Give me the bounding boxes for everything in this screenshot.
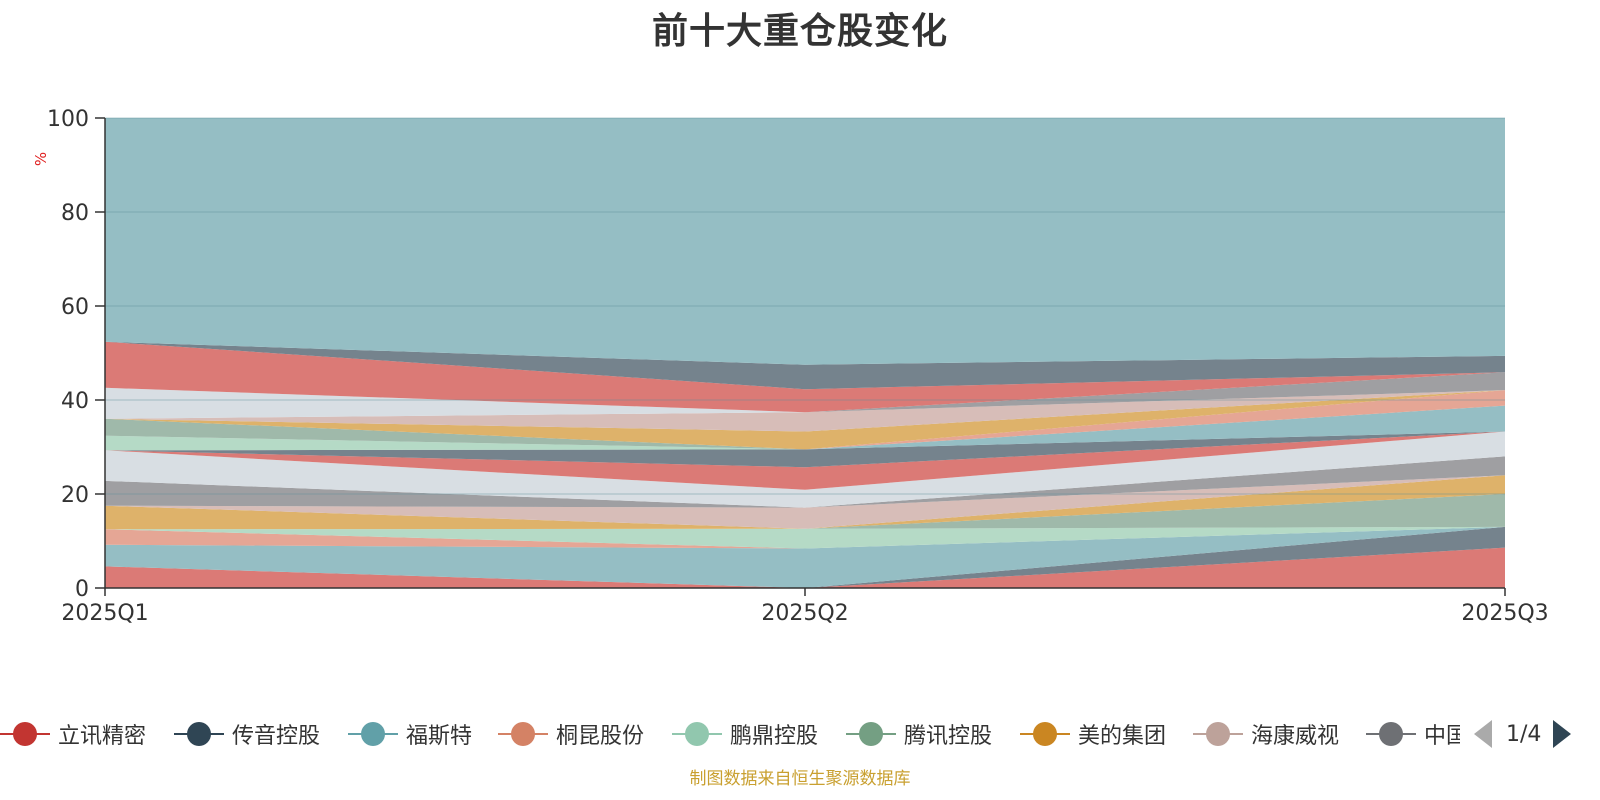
legend-marker-icon [1366, 719, 1416, 749]
legend-marker-icon [174, 719, 224, 749]
x-tick-label: 2025Q1 [61, 601, 148, 626]
stacked-area-chart: 0 20 40 60 80 100 2025Q1 2025Q2 2025Q3 [47, 107, 1549, 626]
x-tick-label: 2025Q2 [761, 601, 848, 626]
legend-label: 福斯特 [406, 724, 473, 749]
area-澜起科技[interactable] [105, 390, 1505, 450]
legend-label: 立讯精密 [58, 724, 147, 749]
area-北方华创[interactable] [105, 390, 1505, 451]
y-tick-label: 60 [61, 295, 89, 320]
x-tick-label: 2025Q3 [1461, 601, 1548, 626]
area-工业富联[interactable] [105, 390, 1505, 451]
legend-marker-icon [498, 719, 548, 749]
area-比亚迪[interactable] [105, 431, 1505, 490]
legend-prev-page-icon[interactable] [1474, 720, 1492, 748]
legend-marker-icon [1193, 719, 1243, 749]
legend-marker-icon [672, 719, 722, 749]
area-中际旭创[interactable] [105, 390, 1505, 450]
area-恒瑞医药[interactable] [105, 405, 1505, 451]
chart-title: 前十大重仓股变化 [651, 11, 948, 52]
legend-item[interactable]: 鹏鼎控股 [672, 716, 818, 752]
legend-item[interactable]: 中国平安 [1366, 716, 1460, 752]
y-tick-label: 100 [47, 107, 89, 132]
area-立讯精密[interactable] [105, 547, 1505, 588]
area-海康威视[interactable] [105, 475, 1505, 529]
legend-label: 腾讯控股 [904, 724, 993, 749]
area-寒武纪[interactable] [105, 372, 1505, 419]
area-宁德时代[interactable] [105, 431, 1505, 508]
legend-label: 桐昆股份 [556, 724, 645, 749]
legend-label: 海康威视 [1251, 724, 1340, 749]
legend: 立讯精密 传音控股 福斯特 桐昆股份 鹏鼎控股 腾讯控股 美的集团 海康威视 中国平安 [0, 716, 1600, 756]
data-source-note: 制图数据来自恒生聚源数据库 [689, 769, 911, 789]
legend-item[interactable]: 立讯精密 [0, 716, 146, 752]
legend-item[interactable]: 腾讯控股 [846, 716, 992, 752]
area-中国平安[interactable] [105, 456, 1505, 508]
area-腾讯控股[interactable] [105, 494, 1505, 530]
legend-marker-icon [846, 719, 896, 749]
y-tick-label: 20 [61, 483, 89, 508]
legend-items: 立讯精密 传音控股 福斯特 桐昆股份 鹏鼎控股 腾讯控股 美的集团 海康威视 中国平安 [0, 716, 1460, 756]
y-tick-label: 80 [61, 201, 89, 226]
area-其他股票[interactable] [105, 118, 1505, 365]
area-新易盛[interactable] [105, 341, 1505, 413]
legend-next-page-icon[interactable] [1553, 720, 1572, 748]
legend-item[interactable]: 桐昆股份 [498, 716, 644, 752]
legend-item[interactable]: 美的集团 [1020, 716, 1166, 752]
area-美的集团[interactable] [105, 475, 1505, 530]
area-其他[interactable] [105, 341, 1505, 390]
legend-page-indicator: 1/4 [1506, 721, 1542, 747]
area-福斯特[interactable] [105, 526, 1505, 588]
y-tick-label: 0 [75, 577, 89, 602]
legend-marker-icon [0, 719, 50, 749]
area-传音控股[interactable] [105, 526, 1505, 588]
area-桐昆股份[interactable] [105, 526, 1505, 549]
area-沪电股份[interactable] [105, 372, 1505, 419]
y-tick-label: 40 [61, 389, 89, 414]
legend-label: 鹏鼎控股 [730, 724, 819, 749]
area-紫金矿业[interactable] [105, 431, 1505, 468]
area-鹏鼎控股[interactable] [105, 526, 1505, 549]
legend-item[interactable]: 福斯特 [348, 716, 472, 752]
legend-label: 中国平安 [1424, 724, 1460, 749]
legend-marker-icon [1020, 719, 1070, 749]
legend-item[interactable]: 海康威视 [1193, 716, 1339, 752]
legend-label: 美的集团 [1078, 724, 1167, 749]
legend-label: 传音控股 [232, 724, 321, 749]
legend-pager: 1/4 [1470, 716, 1600, 752]
legend-item[interactable]: 传音控股 [174, 716, 320, 752]
legend-marker-icon [348, 719, 398, 749]
area-胜宏科技[interactable] [105, 390, 1505, 432]
